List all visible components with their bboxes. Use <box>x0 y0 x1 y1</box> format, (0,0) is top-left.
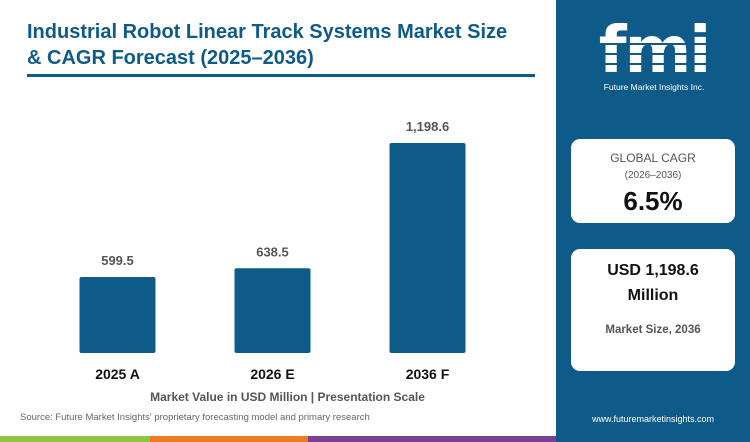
data-label: 599.5 <box>101 253 134 268</box>
bar-chart: 599.5 2025 A 638.5 2026 E 1,198.6 2036 F <box>79 119 466 382</box>
x-axis-title: Market Value in USD Million | Presentati… <box>150 390 425 404</box>
sidebar: fmi Future Market Insights Inc. GLOBAL C… <box>556 0 750 442</box>
x-tick-label: 2025 A <box>95 366 140 382</box>
cagr-period: (2026–2036) <box>624 170 682 181</box>
bar-2036-f <box>389 143 466 353</box>
x-tick-label: 2036 F <box>406 366 450 382</box>
stripe-green <box>0 436 150 442</box>
bar-2025-a <box>79 277 156 353</box>
cagr-value: 6.5% <box>623 186 683 216</box>
source-note: Source: Future Market Insights' propriet… <box>20 412 370 423</box>
stripe-purple <box>308 436 556 442</box>
stripe-orange <box>150 436 308 442</box>
x-tick-label: 2026 E <box>250 366 294 382</box>
bar-2026-e <box>234 268 311 353</box>
logo-wordmark: fmi <box>599 14 709 88</box>
market-value-amount: USD 1,198.6 <box>607 262 699 279</box>
cagr-card: GLOBAL CAGR (2026–2036) 6.5% <box>571 139 735 223</box>
chart-panel: Industrial Robot Linear Track Systems Ma… <box>20 21 535 423</box>
market-size-card: USD 1,198.6 Million Market Size, 2036 <box>571 249 735 371</box>
fmi-logo: fmi Future Market Insights Inc. <box>590 14 718 92</box>
title-divider <box>27 74 535 77</box>
website-link[interactable]: www.futuremarketinsights.com <box>591 414 715 424</box>
page-title: Industrial Robot Linear Track Systems Ma… <box>27 21 508 69</box>
market-size-label: Market Size, 2036 <box>605 324 701 336</box>
cagr-label: GLOBAL CAGR <box>610 151 696 165</box>
market-value-unit: Million <box>627 287 679 304</box>
data-label: 638.5 <box>256 244 289 259</box>
logo-tagline: Future Market Insights Inc. <box>604 82 705 92</box>
data-label: 1,198.6 <box>406 119 449 134</box>
